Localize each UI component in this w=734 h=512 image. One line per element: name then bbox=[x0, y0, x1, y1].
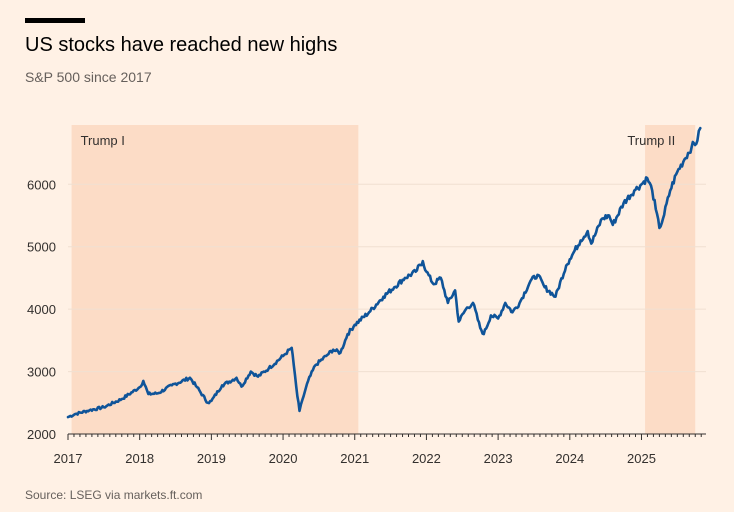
y-tick-label-3: 5000 bbox=[27, 240, 56, 255]
x-tick-label-3: 2020 bbox=[269, 451, 298, 466]
x-tick-label-6: 2023 bbox=[484, 451, 513, 466]
shaded-period-0 bbox=[71, 125, 359, 434]
chart-subtitle: S&P 500 since 2017 bbox=[25, 69, 152, 85]
y-tick-label-2: 4000 bbox=[27, 302, 56, 317]
y-tick-label-1: 3000 bbox=[27, 365, 56, 380]
x-tick-label-5: 2022 bbox=[412, 451, 441, 466]
source-note: Source: LSEG via markets.ft.com bbox=[25, 488, 203, 502]
y-tick-label-0: 2000 bbox=[27, 427, 56, 442]
x-tick-label-0: 2017 bbox=[54, 451, 83, 466]
shaded-period-label-0: Trump I bbox=[81, 133, 125, 148]
shaded-period-1 bbox=[645, 125, 696, 434]
x-tick-label-8: 2025 bbox=[627, 451, 656, 466]
sp500-series-line bbox=[66, 126, 702, 419]
x-tick-label-1: 2018 bbox=[125, 451, 154, 466]
shaded-period-label-1: Trump II bbox=[627, 133, 675, 148]
header-accent-bar bbox=[25, 18, 85, 23]
x-tick-label-7: 2024 bbox=[555, 451, 584, 466]
y-tick-label-4: 6000 bbox=[27, 177, 56, 192]
x-tick-label-4: 2021 bbox=[340, 451, 369, 466]
x-tick-label-2: 2019 bbox=[197, 451, 226, 466]
chart-title: US stocks have reached new highs bbox=[25, 34, 338, 56]
